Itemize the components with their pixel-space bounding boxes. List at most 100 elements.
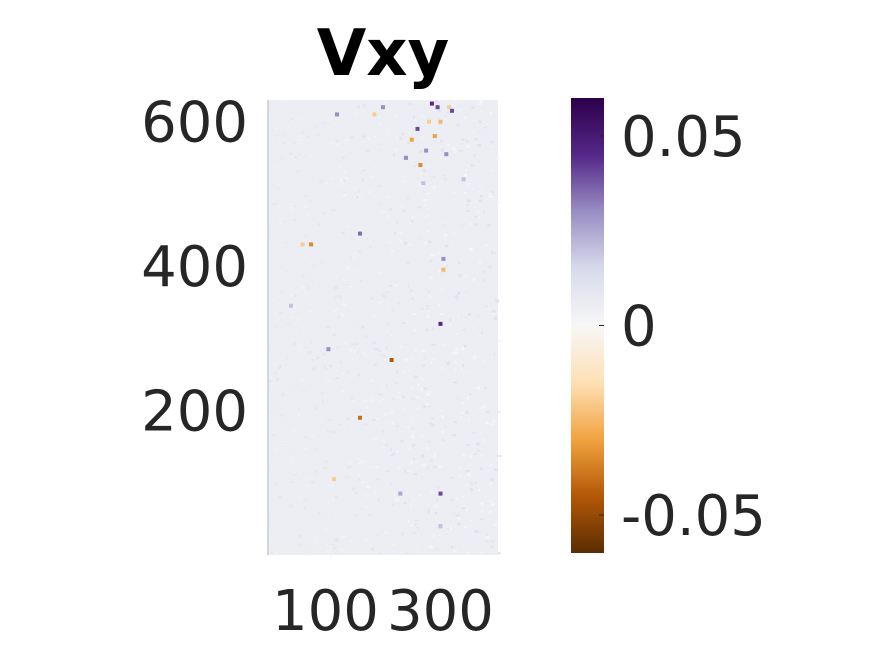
texture-cell (354, 343, 359, 346)
texture-cell (345, 476, 349, 478)
texture-cell (423, 193, 428, 195)
texture-cell (477, 160, 480, 163)
texture-cell (467, 165, 470, 167)
texture-cell (357, 251, 362, 253)
heatmap-hotspot (404, 155, 408, 160)
texture-cell (294, 293, 297, 297)
texture-cell (491, 191, 495, 194)
texture-cell (323, 181, 328, 184)
texture-cell (488, 500, 493, 502)
texture-cell (331, 407, 333, 409)
texture-cell (428, 240, 432, 244)
texture-cell (385, 346, 388, 349)
texture-cell (312, 366, 317, 370)
texture-cell (356, 458, 360, 460)
texture-cell (470, 482, 473, 485)
texture-cell (387, 421, 391, 424)
texture-cell (479, 260, 481, 264)
texture-cell (467, 473, 471, 476)
texture-cell (381, 212, 384, 214)
texture-cell (423, 191, 426, 194)
texture-cell (280, 100, 284, 102)
texture-cell (369, 380, 374, 382)
texture-cell (375, 417, 380, 420)
texture-cell (465, 470, 468, 472)
texture-cell (420, 184, 425, 187)
texture-cell (438, 303, 440, 306)
texture-cell (474, 206, 477, 209)
heatmap-hotspot (309, 242, 314, 247)
texture-cell (289, 152, 293, 155)
texture-cell (464, 173, 467, 177)
texture-cell (361, 503, 364, 506)
y-tick-label: 400 (141, 235, 248, 300)
texture-cell (358, 254, 361, 256)
heatmap-hotspot (461, 177, 466, 182)
texture-cell (325, 549, 329, 553)
heatmap-hotspot (432, 134, 437, 139)
texture-cell (355, 351, 359, 353)
texture-cell (314, 448, 317, 452)
texture-cell (335, 539, 339, 542)
texture-cell (326, 501, 330, 504)
texture-cell (357, 325, 359, 327)
texture-cell (382, 346, 386, 348)
texture-cell (463, 318, 466, 320)
texture-cell (405, 472, 408, 475)
texture-cell (493, 252, 497, 254)
texture-cell (298, 330, 301, 333)
texture-cell (469, 455, 473, 458)
texture-cell (407, 271, 412, 273)
texture-cell (309, 154, 312, 157)
texture-cell (414, 519, 419, 521)
texture-cell (339, 361, 343, 364)
texture-cell (462, 505, 465, 508)
texture-cell (337, 423, 342, 426)
texture-cell (437, 534, 440, 537)
texture-cell (365, 108, 367, 110)
texture-cell (399, 136, 403, 140)
texture-cell (451, 477, 454, 479)
texture-cell (489, 193, 491, 196)
texture-cell (408, 357, 411, 359)
texture-cell (477, 144, 481, 147)
texture-cell (457, 291, 461, 295)
texture-cell (408, 133, 411, 135)
texture-cell (382, 385, 386, 388)
texture-cell (310, 341, 313, 344)
texture-cell (382, 354, 386, 357)
texture-cell (311, 359, 314, 361)
texture-cell (427, 511, 430, 514)
texture-cell (382, 430, 384, 433)
texture-cell (275, 351, 278, 354)
texture-cell (285, 271, 289, 273)
texture-cell (388, 241, 392, 244)
texture-cell (435, 254, 437, 256)
texture-cell (402, 209, 406, 213)
texture-cell (485, 535, 490, 539)
texture-cell (413, 375, 418, 379)
texture-cell (374, 347, 378, 351)
texture-cell (465, 186, 468, 188)
texture-cell (364, 355, 368, 357)
texture-cell (291, 221, 295, 224)
texture-cell (293, 472, 296, 475)
heatmap-hotspot (444, 152, 449, 157)
texture-cell (440, 409, 443, 412)
texture-cell (365, 494, 369, 497)
texture-cell (347, 370, 350, 373)
y-axis-ticks: 200 400 600 (141, 91, 248, 445)
texture-cell (418, 494, 421, 497)
texture-cell (342, 303, 346, 306)
texture-cell (336, 307, 340, 310)
x-tick-label: 300 (387, 579, 494, 644)
texture-cell (390, 486, 393, 488)
texture-cell (470, 164, 474, 167)
texture-cell (410, 386, 413, 390)
texture-cell (446, 111, 450, 114)
texture-cell (379, 143, 382, 145)
texture-cell (268, 231, 271, 234)
texture-cell (361, 178, 365, 182)
texture-cell (394, 284, 397, 287)
texture-cell (443, 343, 446, 346)
